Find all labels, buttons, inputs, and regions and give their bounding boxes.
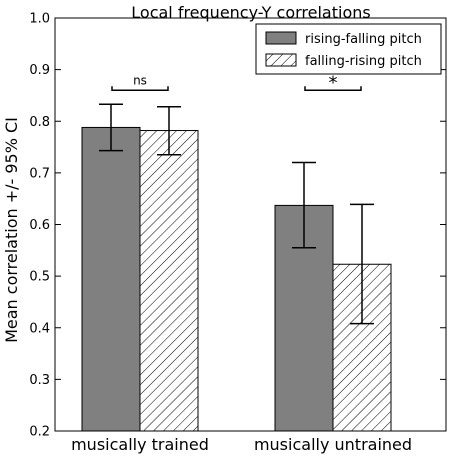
- legend: rising-falling pitch falling-rising pitc…: [255, 23, 442, 75]
- error-bar: [99, 103, 123, 152]
- error-bars: [99, 103, 374, 325]
- significance-label: ns: [133, 73, 147, 87]
- y-tick-label: 0.5: [29, 270, 50, 285]
- legend-label-rising-falling: rising-falling pitch: [305, 32, 422, 47]
- y-axis-ticks: 0.2 0.3 0.4 0.5 0.6 0.7 0.8 0.9 1.0: [29, 12, 446, 440]
- bar-rising-falling-trained: [81, 126, 141, 432]
- y-tick-label: 1.0: [29, 12, 50, 27]
- x-tick-label: musically trained: [71, 435, 209, 454]
- error-bar: [157, 106, 181, 156]
- x-tick-label: musically untrained: [254, 435, 412, 454]
- y-tick-label: 0.4: [29, 321, 50, 336]
- legend-swatch-rising-falling: [265, 31, 297, 45]
- significance-brackets: ns *: [111, 72, 362, 93]
- error-bar: [350, 203, 374, 325]
- chart-title: Local frequency-Y correlations: [131, 3, 370, 22]
- y-tick-label: 0.6: [29, 218, 50, 233]
- significance-bracket-line: [111, 86, 169, 92]
- bars: [81, 126, 392, 432]
- y-tick-label: 0.9: [29, 63, 50, 78]
- error-bar: [292, 161, 316, 249]
- bar-falling-rising-trained: [139, 130, 199, 432]
- significance-bracket: *: [304, 72, 362, 93]
- y-axis-label: Mean correlation +/- 95% CI: [2, 117, 21, 343]
- significance-bracket-line: [304, 86, 362, 92]
- y-tick-label: 0.2: [29, 425, 50, 440]
- significance-bracket: ns: [111, 73, 169, 92]
- legend-swatch-falling-rising: [265, 53, 297, 67]
- y-tick-label: 0.7: [29, 166, 50, 181]
- legend-label-falling-rising: falling-rising pitch: [305, 54, 422, 69]
- y-tick-label: 0.8: [29, 115, 50, 130]
- x-axis-tick-labels: musically trained musically untrained: [71, 435, 412, 454]
- significance-label: *: [329, 72, 338, 93]
- y-tick-label: 0.3: [29, 373, 50, 388]
